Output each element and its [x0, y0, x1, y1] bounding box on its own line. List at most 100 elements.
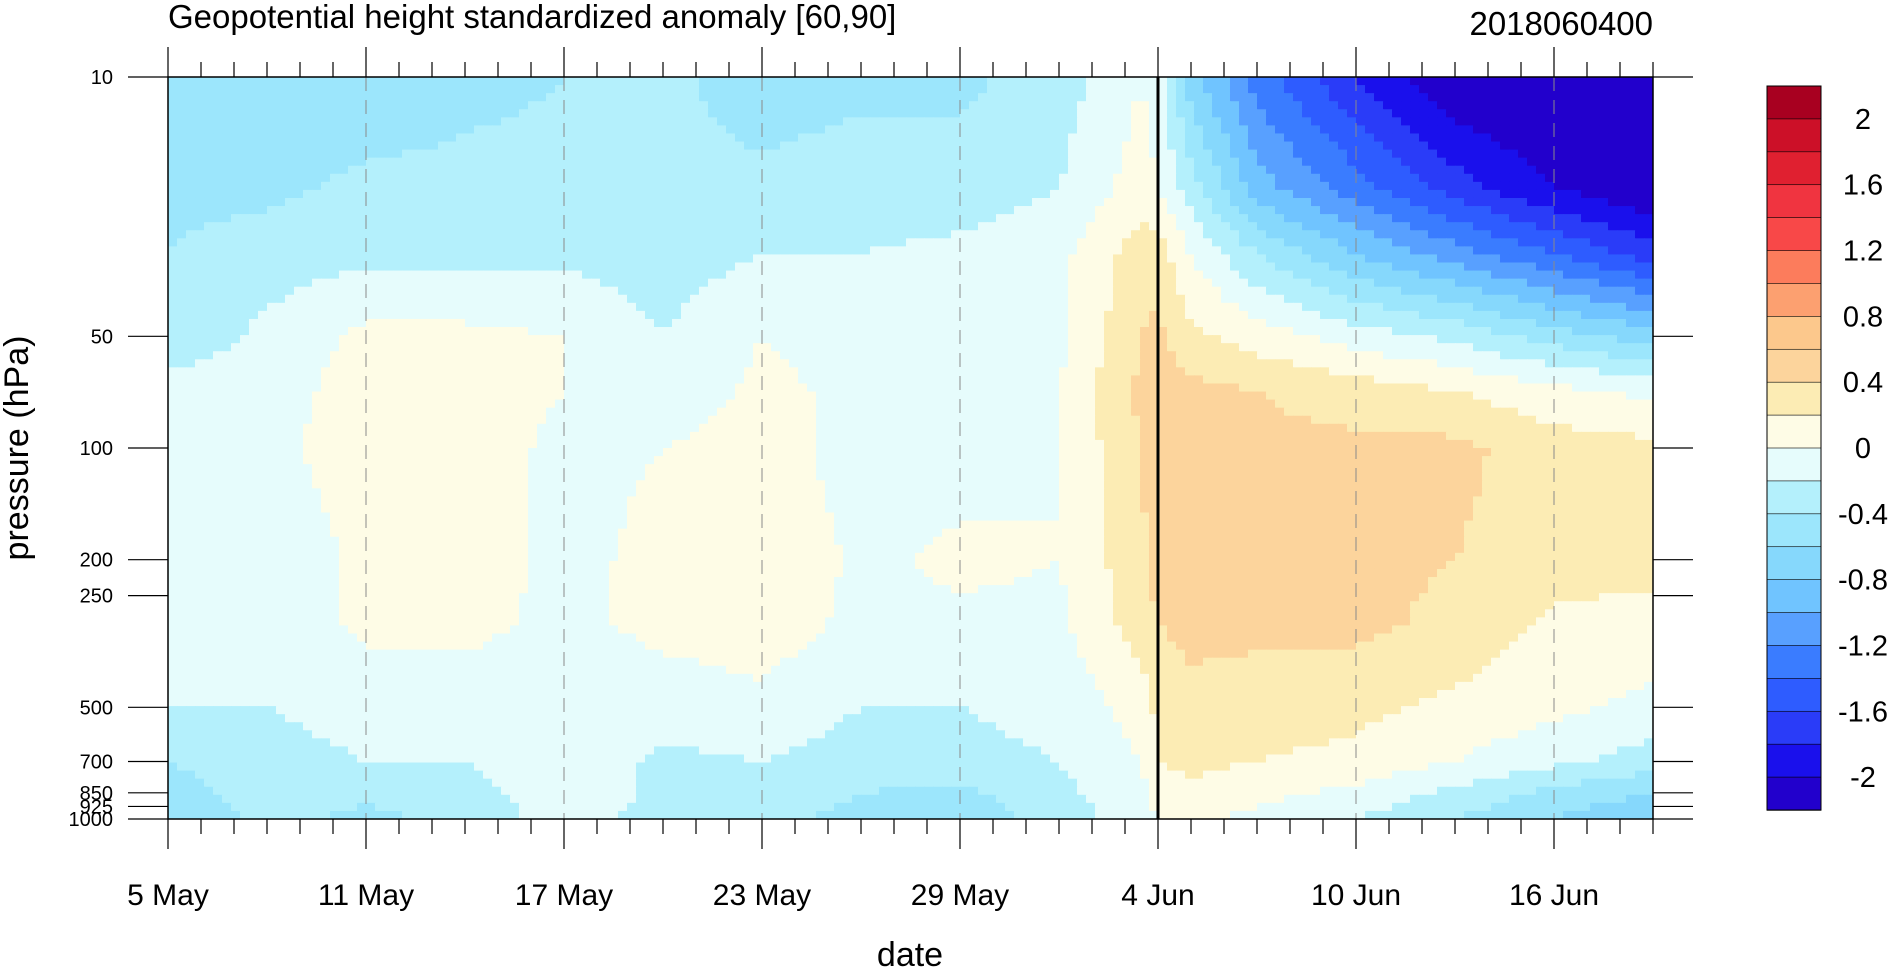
- anomaly-cell: [1257, 181, 1267, 191]
- anomaly-cell: [915, 77, 925, 86]
- anomaly-cell: [834, 310, 844, 320]
- anomaly-cell: [1572, 189, 1582, 199]
- anomaly-cell: [1167, 149, 1177, 159]
- anomaly-cell: [1266, 214, 1276, 223]
- anomaly-cell: [753, 101, 763, 110]
- anomaly-cell: [969, 270, 979, 280]
- anomaly-cell: [816, 230, 826, 239]
- anomaly-cell: [843, 117, 853, 126]
- anomaly-cell: [213, 262, 223, 272]
- anomaly-cell: [1140, 302, 1150, 312]
- anomaly-cell: [879, 262, 889, 272]
- anomaly-cell: [258, 85, 268, 94]
- anomaly-cell: [1131, 93, 1141, 102]
- anomaly-cell: [969, 278, 979, 288]
- anomaly-cell: [1374, 254, 1384, 264]
- anomaly-cell: [1599, 141, 1609, 151]
- anomaly-cell: [222, 254, 232, 264]
- anomaly-cell: [1527, 254, 1537, 264]
- anomaly-cell: [249, 133, 259, 143]
- anomaly-cell: [1203, 125, 1213, 135]
- anomaly-cell: [1131, 214, 1141, 223]
- anomaly-cell: [1554, 189, 1564, 199]
- anomaly-cell: [978, 181, 988, 191]
- anomaly-cell: [1617, 230, 1627, 239]
- anomaly-cell: [1086, 141, 1096, 151]
- anomaly-cell: [222, 270, 232, 280]
- anomaly-cell: [897, 230, 907, 239]
- anomaly-cell: [1554, 197, 1564, 207]
- anomaly-cell: [384, 206, 394, 215]
- anomaly-cell: [1419, 149, 1429, 159]
- anomaly-cell: [375, 294, 385, 304]
- anomaly-cell: [1086, 206, 1096, 215]
- anomaly-cell: [510, 117, 520, 126]
- anomaly-cell: [618, 93, 628, 102]
- anomaly-cell: [303, 302, 313, 312]
- anomaly-cell: [582, 310, 592, 320]
- anomaly-cell: [942, 230, 952, 239]
- anomaly-cell: [1392, 125, 1402, 135]
- anomaly-cell: [969, 286, 979, 296]
- anomaly-cell: [1428, 173, 1438, 183]
- anomaly-cell: [294, 165, 304, 175]
- anomaly-cell: [753, 206, 763, 215]
- anomaly-cell: [564, 238, 574, 247]
- anomaly-cell: [735, 294, 745, 304]
- anomaly-cell: [1122, 262, 1132, 272]
- anomaly-cell: [1104, 270, 1114, 280]
- anomaly-cell: [1608, 109, 1618, 118]
- anomaly-cell: [582, 230, 592, 239]
- anomaly-cell: [213, 157, 223, 167]
- anomaly-cell: [1518, 157, 1528, 167]
- anomaly-cell: [1446, 173, 1456, 183]
- anomaly-cell: [735, 278, 745, 288]
- anomaly-cell: [1347, 294, 1357, 304]
- anomaly-cell: [1131, 222, 1141, 231]
- anomaly-cell: [600, 197, 610, 207]
- anomaly-cell: [807, 133, 817, 143]
- anomaly-cell: [789, 77, 799, 86]
- anomaly-cell: [438, 246, 448, 256]
- anomaly-cell: [708, 270, 718, 280]
- anomaly-cell: [1320, 230, 1330, 239]
- anomaly-cell: [987, 101, 997, 110]
- anomaly-cell: [987, 294, 997, 304]
- anomaly-cell: [330, 262, 340, 272]
- anomaly-cell: [1545, 101, 1555, 110]
- anomaly-cell: [672, 101, 682, 110]
- anomaly-cell: [1500, 214, 1510, 223]
- anomaly-cell: [879, 149, 889, 159]
- anomaly-cell: [1041, 262, 1051, 272]
- anomaly-cell: [1266, 294, 1276, 304]
- anomaly-cell: [1284, 125, 1294, 135]
- anomaly-cell: [888, 173, 898, 183]
- anomaly-cell: [447, 173, 457, 183]
- anomaly-cell: [879, 230, 889, 239]
- anomaly-cell: [852, 77, 862, 86]
- anomaly-cell: [1131, 270, 1141, 280]
- anomaly-cell: [168, 214, 178, 223]
- anomaly-cell: [1095, 246, 1105, 256]
- anomaly-cell: [915, 93, 925, 102]
- anomaly-cell: [1563, 125, 1573, 135]
- anomaly-cell: [1365, 270, 1375, 280]
- anomaly-cell: [960, 310, 970, 320]
- anomaly-cell: [177, 302, 187, 312]
- anomaly-cell: [312, 181, 322, 191]
- anomaly-cell: [915, 109, 925, 118]
- anomaly-cell: [897, 254, 907, 264]
- anomaly-cell: [888, 206, 898, 215]
- anomaly-cell: [1329, 270, 1339, 280]
- anomaly-cell: [1167, 117, 1177, 126]
- anomaly-cell: [357, 189, 367, 199]
- anomaly-cell: [312, 149, 322, 159]
- anomaly-cell: [1491, 302, 1501, 312]
- anomaly-cell: [1527, 294, 1537, 304]
- anomaly-cell: [1311, 173, 1321, 183]
- anomaly-cell: [978, 206, 988, 215]
- anomaly-cell: [762, 270, 772, 280]
- anomaly-cell: [1248, 189, 1258, 199]
- anomaly-cell: [429, 254, 439, 264]
- anomaly-cell: [690, 197, 700, 207]
